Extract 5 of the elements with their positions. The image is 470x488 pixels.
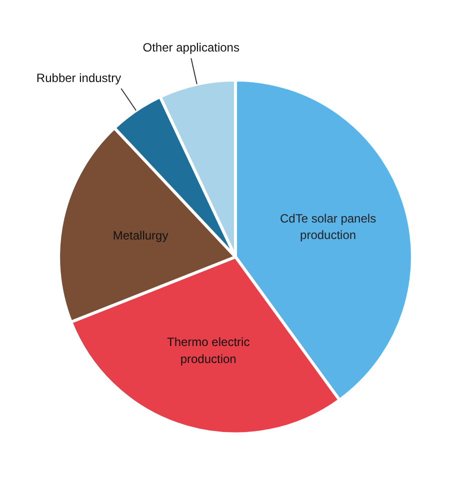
slice-label: Metallurgy xyxy=(112,228,168,243)
slice-label: Thermo electric production xyxy=(167,334,250,366)
slice-label: Rubber industry xyxy=(36,70,122,85)
slice-label: CdTe solar panels production xyxy=(280,211,376,242)
slice-label: Other applications xyxy=(142,40,240,55)
